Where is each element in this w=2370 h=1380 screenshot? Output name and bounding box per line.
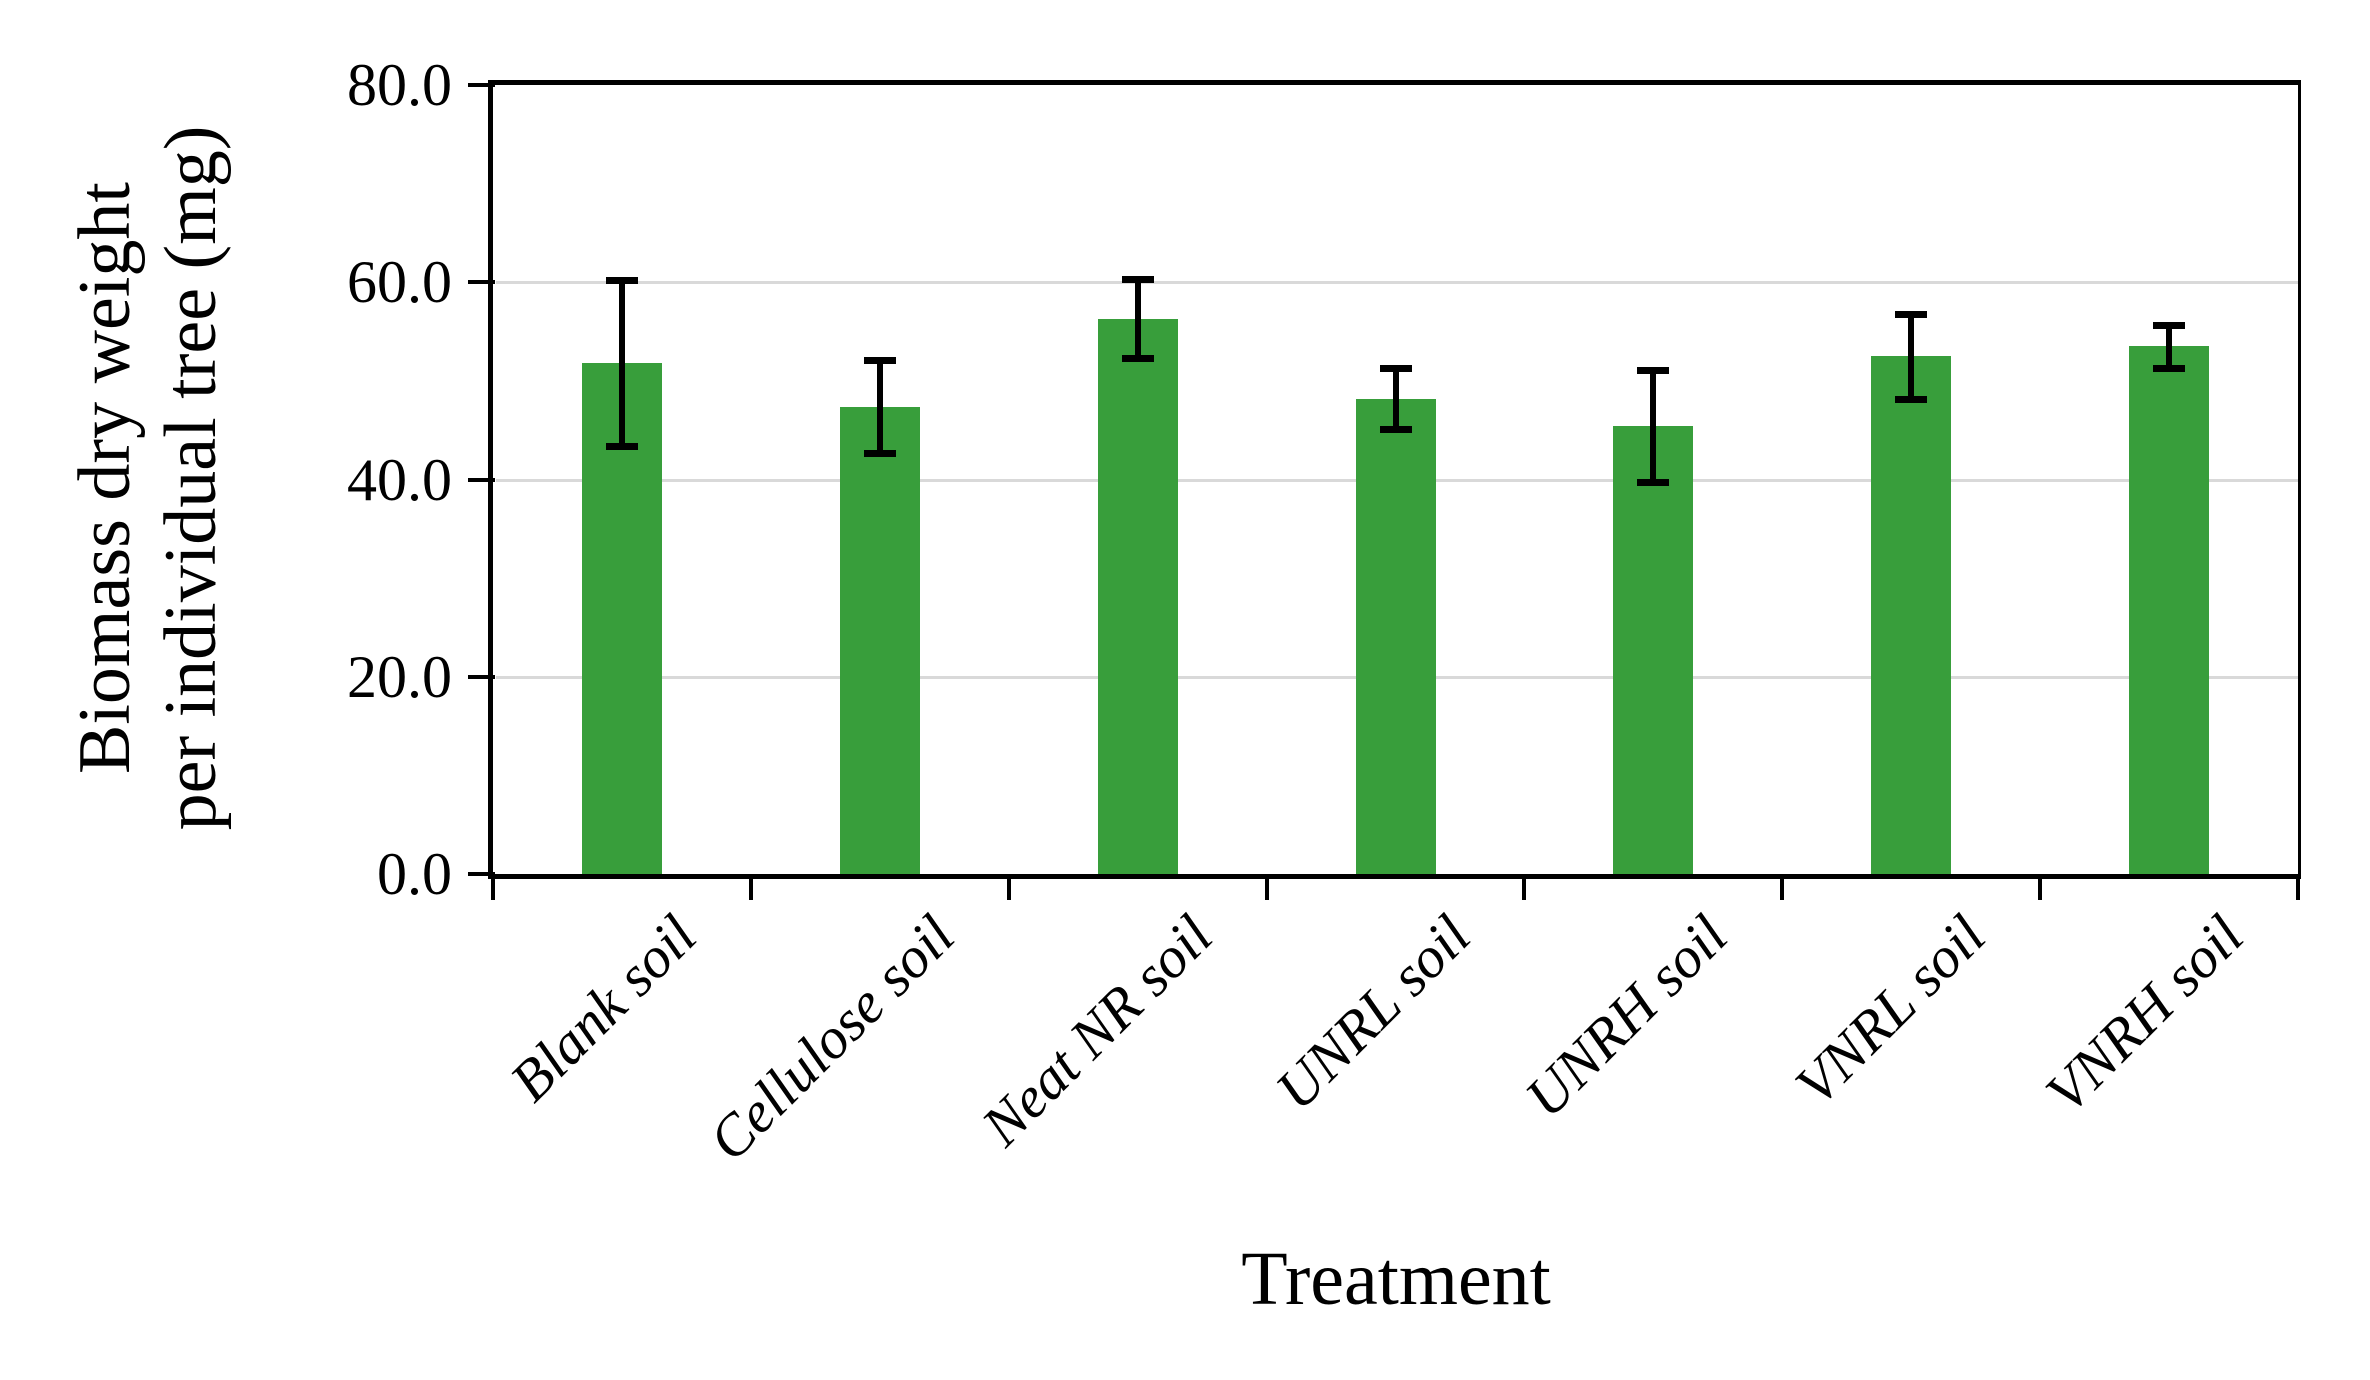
y-tick-label: 20.0 — [347, 643, 452, 710]
y-axis-title-line1: Biomass dry weight — [64, 182, 146, 774]
error-bar-bottom-cap — [1637, 479, 1670, 487]
x-tick — [748, 874, 753, 900]
plot-border-top — [488, 80, 2301, 85]
x-axis-title: Treatment — [1241, 1237, 1551, 1321]
error-bar-top-cap — [605, 277, 638, 285]
bar — [1355, 398, 1436, 874]
plot-border-right — [2298, 85, 2301, 874]
error-bar-bottom-cap — [1121, 355, 1154, 363]
y-tick — [468, 674, 495, 679]
error-bar-bottom-cap — [863, 449, 896, 457]
y-tick — [468, 83, 495, 87]
x-tick — [1780, 874, 1785, 900]
error-bar-stem — [876, 360, 883, 453]
x-category-label: Blank soil — [497, 902, 709, 1114]
y-tick — [468, 477, 495, 482]
y-tick-label: 40.0 — [347, 446, 452, 513]
x-tick — [2296, 874, 2300, 900]
x-category-label: VNRH soil — [2033, 902, 2256, 1126]
error-bar-top-cap — [1637, 367, 1670, 375]
gridline — [496, 281, 2298, 285]
y-axis-title-line2: per individual tree (mg) — [150, 125, 232, 831]
x-tick — [1006, 874, 1011, 900]
error-bar-stem — [1134, 279, 1141, 359]
y-tick-label: 0.0 — [377, 841, 452, 907]
error-bar-stem — [1908, 313, 1915, 399]
error-bar-top-cap — [1895, 310, 1928, 318]
x-tick — [2038, 874, 2043, 900]
bar — [1871, 356, 1952, 874]
bar — [2129, 346, 2210, 874]
error-bar-stem — [2166, 324, 2173, 369]
y-tick — [468, 280, 495, 285]
bar — [839, 406, 920, 874]
x-tick — [491, 874, 495, 900]
error-bar-top-cap — [1121, 276, 1154, 284]
error-bar-top-cap — [2153, 321, 2186, 329]
y-tick-label: 80.0 — [347, 52, 452, 118]
error-bar-bottom-cap — [2153, 365, 2186, 373]
x-category-label: Cellulose soil — [695, 902, 967, 1173]
error-bar-top-cap — [1379, 365, 1412, 373]
y-tick-label: 60.0 — [347, 249, 452, 316]
x-axis-line — [488, 874, 2301, 879]
error-bar-stem — [1392, 368, 1399, 430]
error-bar-bottom-cap — [1379, 426, 1412, 434]
error-bar-stem — [1650, 370, 1657, 483]
y-axis-line — [488, 80, 493, 879]
x-category-label: Neat NR soil — [968, 902, 1225, 1159]
error-bar-bottom-cap — [1895, 395, 1928, 403]
error-bar-top-cap — [863, 357, 896, 365]
y-tick — [468, 872, 495, 876]
y-axis-title: Biomass dry weight per individual tree (… — [62, 0, 234, 1098]
x-tick — [1522, 874, 1527, 900]
bar — [1097, 318, 1178, 874]
bar — [1613, 426, 1694, 874]
error-bar-bottom-cap — [605, 442, 638, 450]
x-tick — [1264, 874, 1269, 900]
x-category-label: VNRL soil — [1782, 902, 1998, 1118]
error-bar-stem — [618, 280, 625, 446]
